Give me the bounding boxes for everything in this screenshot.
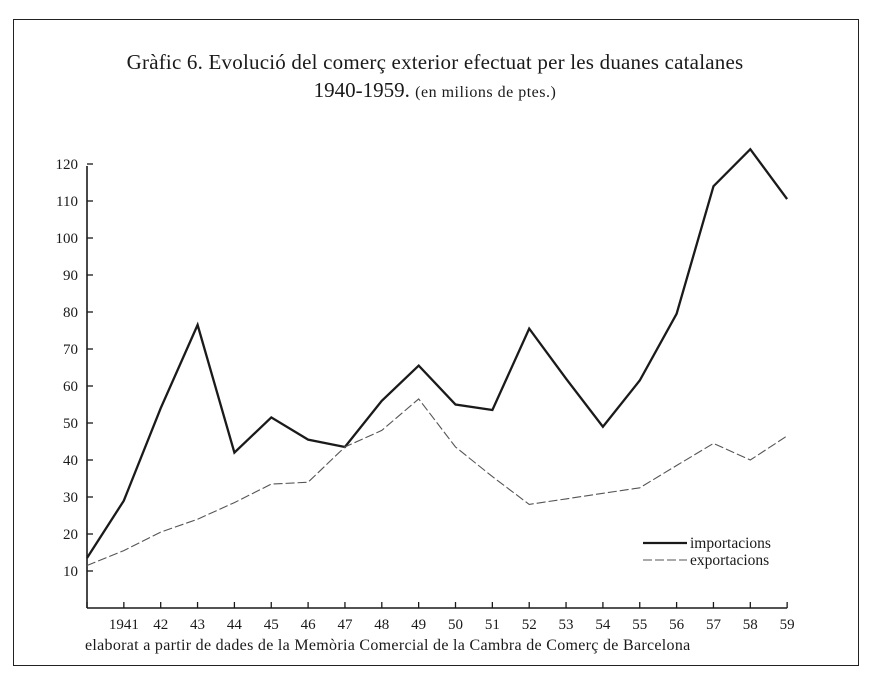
data-point-importacions xyxy=(786,198,788,200)
data-point-importacions xyxy=(381,400,383,402)
x-tick-label: 48 xyxy=(374,617,389,633)
y-tick-label: 80 xyxy=(63,305,78,321)
x-tick-label: 50 xyxy=(448,617,463,633)
data-point-exportacions xyxy=(602,492,604,494)
y-tick-label: 70 xyxy=(63,342,78,358)
data-point-importacions xyxy=(417,364,419,366)
data-point-importacions xyxy=(307,438,309,440)
chart-subtitle: 1940-1959. (en milions de ptes.) xyxy=(0,78,870,103)
data-point-exportacions xyxy=(196,518,198,520)
x-tick-label: 46 xyxy=(301,617,317,633)
x-tick-label: 53 xyxy=(559,617,574,633)
data-point-importacions xyxy=(160,407,162,409)
legend-label-exportacions: exportacions xyxy=(690,552,769,569)
data-point-importacions xyxy=(602,426,604,428)
chart-frame xyxy=(13,19,859,666)
data-point-importacions xyxy=(196,324,198,326)
data-point-importacions xyxy=(712,185,714,187)
x-tick-label: 44 xyxy=(227,617,243,633)
y-tick-label: 90 xyxy=(63,268,78,284)
series-line-importacions xyxy=(86,147,789,559)
y-tick-label: 40 xyxy=(63,453,78,469)
data-point-exportacions xyxy=(639,487,641,489)
data-point-exportacions xyxy=(123,549,125,551)
data-point-importacions xyxy=(565,377,567,379)
x-tick-label: 58 xyxy=(743,617,758,633)
x-tick-label: 47 xyxy=(337,617,353,633)
data-point-exportacions xyxy=(749,459,751,461)
x-tick-label: 55 xyxy=(632,617,647,633)
x-tick-label: 1941 xyxy=(109,617,139,633)
y-tick-label: 30 xyxy=(63,490,78,506)
source-note: elaborat a partir de dades de la Memòria… xyxy=(85,637,691,654)
y-tick-label: 50 xyxy=(63,416,78,432)
data-point-importacions xyxy=(86,557,88,559)
data-point-exportacions xyxy=(528,503,530,505)
data-point-importacions xyxy=(233,451,235,453)
x-tick-label: 51 xyxy=(485,617,500,633)
chart-title-years: 1940-1959. xyxy=(313,78,410,102)
x-tick-label: 57 xyxy=(706,617,722,633)
data-point-exportacions xyxy=(491,475,493,477)
x-tick-label: 54 xyxy=(595,617,611,633)
chart-title: Gràfic 6. Evolució del comerç exterior e… xyxy=(126,50,744,74)
y-tick-label: 10 xyxy=(63,564,78,580)
data-point-importacions xyxy=(675,313,677,315)
data-point-exportacions xyxy=(381,429,383,431)
y-tick-label: 110 xyxy=(56,194,78,210)
data-point-exportacions xyxy=(233,501,235,503)
data-point-importacions xyxy=(454,403,456,405)
chart-title-units: (en milions de ptes.) xyxy=(415,84,557,101)
data-point-importacions xyxy=(123,500,125,502)
y-tick-label: 20 xyxy=(63,527,78,543)
data-point-exportacions xyxy=(786,435,788,437)
data-point-importacions xyxy=(749,148,751,150)
y-tick-label: 120 xyxy=(56,157,79,173)
data-point-exportacions xyxy=(86,564,88,566)
data-point-exportacions xyxy=(344,446,346,448)
y-tick-label: 100 xyxy=(56,231,79,247)
data-point-exportacions xyxy=(270,483,272,485)
legend-label-importacions: importacions xyxy=(690,535,771,552)
data-point-exportacions xyxy=(712,442,714,444)
data-point-exportacions xyxy=(307,481,309,483)
y-tick-label: 60 xyxy=(63,379,78,395)
x-tick-label: 42 xyxy=(153,617,168,633)
x-tick-label: 45 xyxy=(264,617,279,633)
x-tick-label: 49 xyxy=(411,617,426,633)
x-tick-label: 43 xyxy=(190,617,205,633)
data-point-importacions xyxy=(270,416,272,418)
data-point-exportacions xyxy=(675,464,677,466)
data-point-importacions xyxy=(528,327,530,329)
x-tick-label: 52 xyxy=(522,617,537,633)
x-tick-label: 59 xyxy=(780,617,795,633)
series-line-exportacions xyxy=(86,398,788,567)
data-point-exportacions xyxy=(565,498,567,500)
data-point-exportacions xyxy=(417,398,419,400)
data-point-exportacions xyxy=(160,531,162,533)
data-point-exportacions xyxy=(454,446,456,448)
x-tick-label: 56 xyxy=(669,617,685,633)
data-point-importacions xyxy=(639,379,641,381)
data-point-importacions xyxy=(491,409,493,411)
